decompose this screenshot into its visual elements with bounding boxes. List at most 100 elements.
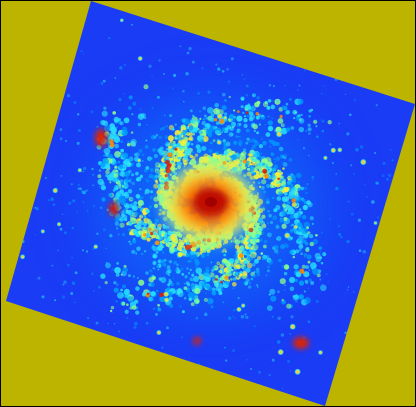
outer-pixel	[133, 325, 137, 329]
disk-pixel	[253, 172, 257, 176]
arm-pixel	[312, 268, 319, 275]
outer-pixel	[271, 315, 274, 318]
disk-pixel	[267, 168, 270, 171]
outer-pixel	[304, 129, 308, 133]
outer-pixel	[222, 92, 226, 97]
disk-pixel	[165, 140, 169, 144]
outer-pixel	[353, 291, 355, 293]
disk-pixel	[185, 252, 191, 258]
disk-pixel	[249, 164, 252, 168]
outer-pixel	[344, 93, 347, 96]
disk-pixel	[153, 222, 158, 226]
disk-pixel	[258, 161, 264, 168]
outer-pixel	[256, 284, 259, 287]
disk-pixel	[156, 265, 159, 269]
arm-pixel	[198, 272, 202, 276]
outer-pixel	[99, 206, 103, 210]
disk-pixel	[247, 256, 252, 262]
arm-pixel	[300, 113, 303, 117]
outer-pixel	[307, 131, 311, 136]
arm-pixel	[194, 288, 201, 294]
disk-pixel	[158, 232, 162, 236]
outer-pixel	[204, 312, 208, 317]
disk-pixel	[302, 200, 305, 203]
disk-pixel	[207, 254, 210, 257]
outer-pixel	[246, 359, 248, 361]
disk-pixel	[181, 118, 186, 123]
arm-pixel	[286, 303, 292, 309]
arm-pixel	[142, 227, 149, 234]
field-star	[318, 350, 323, 355]
disk-pixel	[150, 190, 154, 194]
outer-pixel	[391, 159, 394, 162]
disk-pixel	[272, 196, 275, 200]
outer-pixel	[92, 247, 95, 251]
disk-pixel	[258, 144, 263, 149]
arm-pixel	[270, 295, 277, 302]
outer-pixel	[70, 292, 74, 295]
outer-pixel	[210, 305, 214, 309]
disk-pixel	[114, 217, 120, 222]
outer-pixel	[155, 232, 159, 236]
disk-pixel	[287, 173, 290, 177]
disk-pixel	[139, 187, 142, 191]
outer-pixel	[82, 201, 85, 204]
disk-pixel	[221, 288, 224, 291]
outer-pixel	[225, 359, 228, 362]
hii-knot	[164, 174, 168, 178]
outer-pixel	[329, 218, 331, 220]
disk-pixel	[284, 203, 287, 206]
arm-pixel	[181, 310, 185, 314]
outer-pixel	[188, 46, 192, 51]
field-star	[93, 244, 98, 249]
field-star	[206, 248, 211, 254]
disk-pixel	[297, 228, 302, 233]
outer-pixel	[173, 288, 176, 290]
arm-pixel	[239, 154, 246, 161]
arm-pixel	[130, 215, 133, 218]
outer-pixel	[145, 321, 149, 325]
disk-pixel	[272, 215, 278, 221]
arm-pixel	[101, 110, 108, 117]
outer-pixel	[321, 283, 323, 286]
disk-pixel	[124, 193, 130, 199]
arm-pixel	[157, 303, 161, 307]
outer-pixel	[277, 290, 280, 293]
disk-pixel	[209, 273, 212, 276]
outer-pixel	[114, 161, 118, 165]
outer-pixel	[222, 262, 225, 265]
arm-pixel	[109, 131, 116, 138]
arm-pixel	[155, 181, 159, 184]
outer-pixel	[54, 299, 57, 302]
disk-pixel	[133, 201, 138, 206]
disk-pixel	[228, 154, 231, 157]
disk-pixel	[233, 253, 238, 258]
arm-pixel	[113, 136, 121, 143]
outer-pixel	[221, 262, 225, 266]
outer-pixel	[120, 171, 125, 175]
outer-pixel	[82, 53, 84, 55]
outer-pixel	[128, 157, 133, 162]
outer-pixel	[301, 121, 304, 124]
disk-pixel	[253, 158, 258, 163]
disk-pixel	[153, 203, 159, 208]
disk-pixel	[145, 232, 151, 238]
arm-pixel	[297, 98, 304, 105]
outer-pixel	[123, 202, 127, 206]
outer-pixel	[256, 286, 259, 288]
arm-pixel	[109, 181, 112, 184]
outer-pixel	[347, 200, 350, 203]
outer-pixel	[155, 250, 159, 254]
arm-pixel	[279, 211, 285, 217]
disk-pixel	[221, 131, 224, 133]
disk-pixel	[181, 247, 184, 250]
outer-pixel	[243, 281, 247, 285]
arm-pixel	[277, 169, 280, 172]
outer-pixel	[289, 333, 291, 335]
arm-pixel	[107, 174, 114, 181]
arm-pixel	[250, 106, 256, 112]
red-knot-left	[95, 129, 107, 147]
disk-pixel	[246, 250, 250, 255]
disk-pixel	[161, 126, 165, 131]
outer-pixel	[236, 130, 240, 134]
